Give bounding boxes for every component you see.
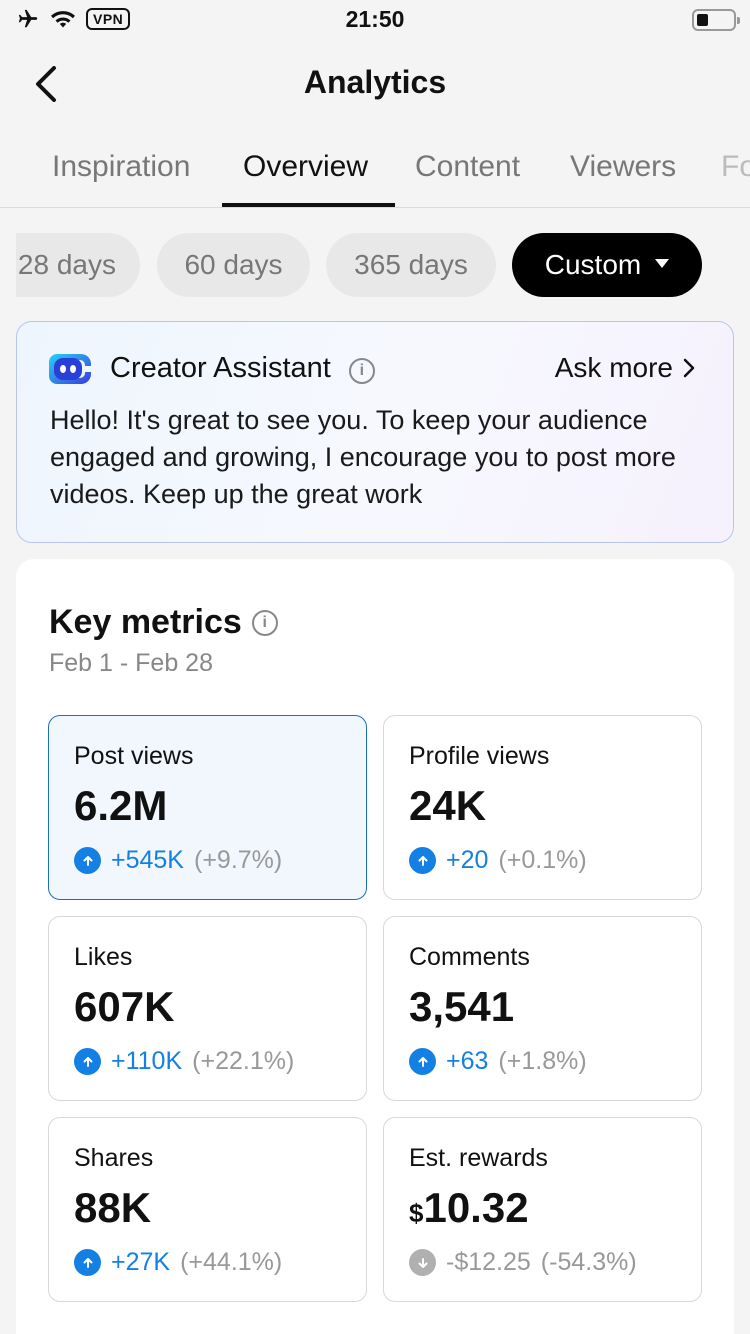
metric-percent: (-54.3%) xyxy=(540,1248,637,1276)
period-chip-label: 60 days xyxy=(184,249,283,280)
status-time: 21:50 xyxy=(345,6,405,32)
arrow-up-icon xyxy=(74,847,101,874)
period-chip-28-days[interactable]: 28 days xyxy=(16,233,140,297)
assistant-title-text: Creator Assistant xyxy=(110,352,331,384)
metric-value-text: 88K xyxy=(74,1184,152,1231)
arrow-up-icon xyxy=(409,847,436,874)
metric-delta: -$12.25 xyxy=(446,1248,531,1276)
metric-value: 6.2M xyxy=(74,782,167,830)
metric-tile-likes[interactable]: Likes 607K +110K (+22.1%) xyxy=(48,916,367,1101)
metric-change: +545K (+9.7%) xyxy=(74,846,282,875)
ask-more-link[interactable]: Ask more xyxy=(555,352,695,384)
metric-change: +27K (+44.1%) xyxy=(74,1248,282,1277)
metric-value: 88K xyxy=(74,1184,151,1232)
metric-delta: +545K xyxy=(111,846,184,874)
period-selector: 28 days 60 days 365 days Custom xyxy=(16,233,750,297)
key-metrics-card: Key metrics i Feb 1 - Feb 28 Post views 6… xyxy=(16,559,734,1334)
tab-bar: Inspiration Overview Content Viewers Fo xyxy=(0,130,750,208)
metric-change: +20 (+0.1%) xyxy=(409,846,587,875)
metric-tile-shares[interactable]: Shares 88K +27K (+44.1%) xyxy=(48,1117,367,1302)
info-icon[interactable]: i xyxy=(348,358,375,384)
metric-delta: +63 xyxy=(446,1047,489,1075)
key-metrics-title: Key metrics xyxy=(49,603,242,641)
tab-content[interactable]: Content xyxy=(415,150,521,183)
metric-value: 3,541 xyxy=(409,983,514,1031)
metric-label: Shares xyxy=(74,1144,154,1172)
active-tab-indicator xyxy=(222,203,395,207)
caret-down-icon xyxy=(655,259,670,269)
metric-label: Est. rewards xyxy=(409,1144,548,1172)
metric-change: +63 (+1.8%) xyxy=(409,1047,587,1076)
period-chip-365-days[interactable]: 365 days xyxy=(326,233,496,297)
assistant-title: Creator Assistant i xyxy=(110,352,375,385)
wifi-icon xyxy=(51,11,75,28)
metric-delta: +27K xyxy=(111,1248,171,1276)
metric-value: 24K xyxy=(409,782,486,830)
tab-viewers[interactable]: Viewers xyxy=(570,150,677,183)
metric-delta: +110K xyxy=(111,1047,183,1075)
battery-icon xyxy=(692,9,740,31)
metric-label: Post views xyxy=(74,742,194,770)
metric-percent: (+9.7%) xyxy=(194,846,283,874)
period-chip-label: 365 days xyxy=(354,249,468,280)
ask-more-label: Ask more xyxy=(554,352,673,383)
assistant-logo-icon xyxy=(49,354,91,384)
metric-change: -$12.25 (-54.3%) xyxy=(409,1248,637,1277)
key-metrics-heading: Key metrics i xyxy=(49,603,278,642)
metric-value-text: 6.2M xyxy=(74,782,168,829)
nav-bar: Analytics xyxy=(0,40,750,130)
metric-label: Profile views xyxy=(409,742,550,770)
tab-overview[interactable]: Overview xyxy=(243,150,369,183)
metric-label: Comments xyxy=(409,943,530,971)
period-chip-60-days[interactable]: 60 days xyxy=(157,233,310,297)
metric-currency: $ xyxy=(409,1198,424,1228)
metric-value: $10.32 xyxy=(409,1184,529,1232)
arrow-up-icon xyxy=(74,1249,101,1276)
page-title: Analytics xyxy=(303,64,447,100)
tab-inspiration[interactable]: Inspiration xyxy=(52,150,191,183)
airplane-icon xyxy=(18,9,38,28)
creator-assistant-card[interactable]: Creator Assistant i Ask more Hello! It's… xyxy=(16,321,734,543)
metric-percent: (+44.1%) xyxy=(180,1248,283,1276)
chevron-right-icon xyxy=(683,358,695,378)
metric-value-text: 24K xyxy=(409,782,487,829)
metric-value-text: 607K xyxy=(74,983,175,1030)
arrow-up-icon xyxy=(409,1048,436,1075)
assistant-message: Hello! It's great to see you. To keep yo… xyxy=(50,405,676,509)
back-button[interactable] xyxy=(26,62,66,106)
metric-value: 607K xyxy=(74,983,174,1031)
arrow-down-icon xyxy=(409,1249,436,1276)
status-left: VPN xyxy=(16,8,131,30)
metric-tile-post-views[interactable]: Post views 6.2M +545K (+9.7%) xyxy=(48,715,367,900)
chevron-left-icon xyxy=(36,66,56,102)
period-chip-label: 28 days xyxy=(17,249,116,280)
metric-label: Likes xyxy=(74,943,133,971)
metric-percent: (+22.1%) xyxy=(192,1047,295,1075)
metric-tile-profile-views[interactable]: Profile views 24K +20 (+0.1%) xyxy=(383,715,702,900)
vpn-badge: VPN xyxy=(86,8,131,30)
metric-value-text: 10.32 xyxy=(423,1184,529,1231)
arrow-up-icon xyxy=(74,1048,101,1075)
period-chip-custom[interactable]: Custom xyxy=(512,233,702,297)
metric-percent: (+1.8%) xyxy=(498,1047,587,1075)
info-icon[interactable]: i xyxy=(251,609,278,636)
period-chip-label: Custom xyxy=(544,249,642,280)
date-range: Feb 1 - Feb 28 xyxy=(49,649,213,677)
metric-tile-est-rewards[interactable]: Est. rewards $10.32 -$12.25 (-54.3%) xyxy=(383,1117,702,1302)
metric-tile-comments[interactable]: Comments 3,541 +63 (+1.8%) xyxy=(383,916,702,1101)
status-bar: VPN 21:50 xyxy=(0,0,750,40)
metric-change: +110K (+22.1%) xyxy=(74,1047,294,1076)
tab-followers[interactable]: Fo xyxy=(721,150,750,183)
metric-delta: +20 xyxy=(446,846,489,874)
metric-value-text: 3,541 xyxy=(409,983,515,1030)
metric-percent: (+0.1%) xyxy=(498,846,587,874)
